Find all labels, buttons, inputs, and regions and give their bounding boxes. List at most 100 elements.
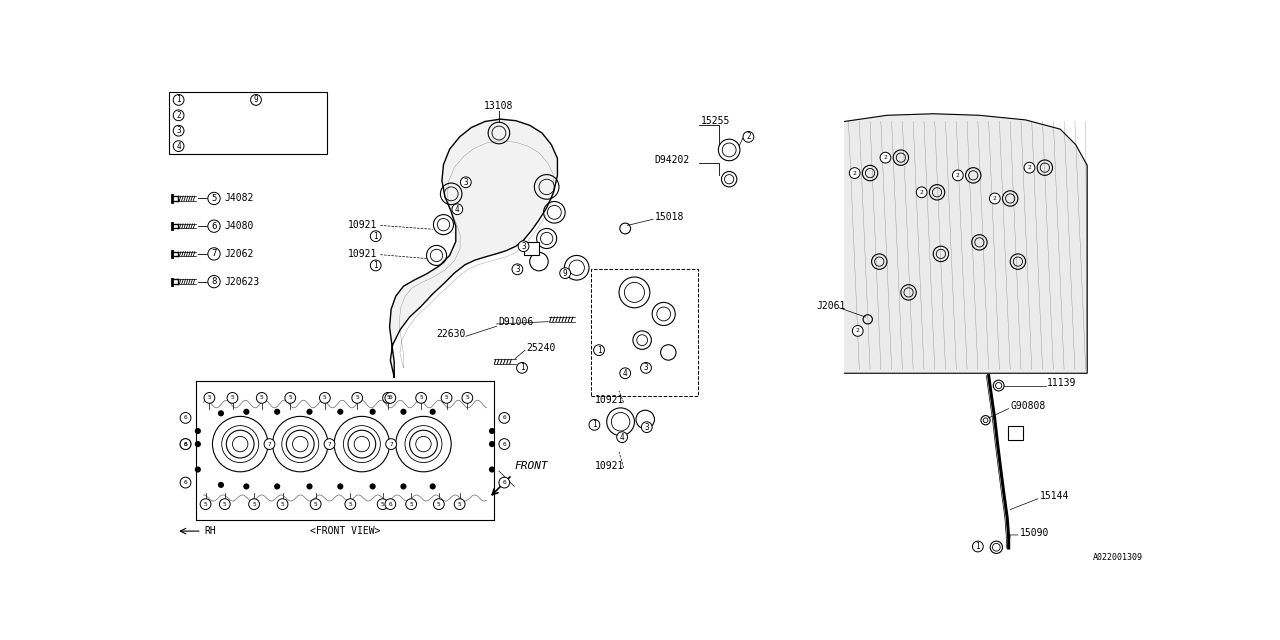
Text: 2: 2 [177, 111, 180, 120]
Circle shape [881, 152, 891, 163]
Circle shape [916, 187, 927, 198]
Text: 15255: 15255 [700, 116, 730, 127]
Circle shape [742, 131, 754, 142]
Text: 2: 2 [746, 132, 750, 141]
Text: 1: 1 [596, 346, 602, 355]
Circle shape [180, 438, 191, 449]
Circle shape [195, 467, 201, 472]
Text: 5: 5 [356, 396, 360, 401]
Text: 2: 2 [852, 170, 856, 175]
Text: 5: 5 [260, 396, 264, 401]
Text: 2: 2 [956, 173, 960, 178]
Text: 5: 5 [204, 502, 207, 507]
Text: 5: 5 [444, 396, 448, 401]
Circle shape [278, 499, 288, 509]
Circle shape [434, 499, 444, 509]
Text: 2: 2 [856, 328, 860, 333]
Bar [524, 241, 539, 255]
Circle shape [324, 438, 335, 449]
Circle shape [461, 177, 471, 188]
Text: 5: 5 [288, 396, 292, 401]
Polygon shape [389, 119, 558, 377]
Circle shape [200, 499, 211, 509]
Text: 15090: 15090 [1019, 527, 1048, 538]
Circle shape [454, 499, 465, 509]
Circle shape [852, 326, 863, 336]
Circle shape [173, 110, 184, 121]
Bar [590, 269, 699, 396]
Circle shape [207, 248, 220, 260]
Bar [169, 92, 328, 154]
Text: 6: 6 [503, 442, 506, 447]
Text: 3: 3 [515, 265, 520, 274]
Circle shape [180, 477, 191, 488]
Circle shape [248, 499, 260, 509]
Circle shape [352, 392, 362, 403]
Text: 1: 1 [593, 420, 596, 429]
Circle shape [401, 409, 407, 415]
Circle shape [195, 428, 201, 434]
Text: 15144: 15144 [1039, 492, 1069, 502]
Circle shape [489, 441, 495, 447]
Circle shape [401, 483, 407, 490]
Text: 3: 3 [463, 178, 468, 187]
Text: 7: 7 [328, 442, 332, 447]
Circle shape [180, 413, 191, 423]
Circle shape [489, 428, 495, 434]
Text: 6: 6 [388, 502, 392, 507]
Text: 11139: 11139 [1047, 378, 1076, 388]
Circle shape [385, 499, 396, 509]
Circle shape [640, 362, 652, 373]
Text: A022001309: A022001309 [1093, 553, 1143, 562]
Text: 4: 4 [620, 433, 625, 442]
Circle shape [207, 220, 220, 232]
Text: J4080: J4080 [224, 221, 253, 231]
Text: 5: 5 [280, 502, 284, 507]
Text: 1: 1 [520, 364, 525, 372]
Circle shape [430, 483, 435, 490]
Text: 5: 5 [348, 502, 352, 507]
Text: 15018: 15018 [654, 212, 684, 222]
Circle shape [594, 345, 604, 356]
Text: 6: 6 [183, 415, 187, 420]
Text: J4082: J4082 [224, 193, 253, 204]
Text: G94406: G94406 [188, 125, 224, 136]
Text: A: A [1012, 429, 1019, 439]
Text: 6: 6 [183, 442, 187, 447]
Text: D91006: D91006 [498, 317, 534, 326]
Text: 3: 3 [644, 422, 649, 431]
Circle shape [173, 95, 184, 106]
Circle shape [337, 409, 343, 415]
Circle shape [243, 409, 250, 415]
Circle shape [218, 410, 224, 417]
Circle shape [370, 260, 381, 271]
Text: 3: 3 [177, 126, 180, 135]
Text: 7: 7 [389, 442, 393, 447]
Circle shape [406, 499, 416, 509]
Circle shape [285, 392, 296, 403]
Text: FRONT: FRONT [515, 461, 548, 471]
Text: 5: 5 [458, 502, 462, 507]
Circle shape [219, 499, 230, 509]
Text: 9: 9 [563, 269, 567, 278]
Text: 6: 6 [503, 480, 506, 485]
Text: 4: 4 [623, 369, 627, 378]
Polygon shape [845, 114, 1087, 373]
Circle shape [517, 362, 527, 373]
Text: 2: 2 [1028, 165, 1032, 170]
Text: 5: 5 [223, 502, 227, 507]
Circle shape [559, 268, 571, 278]
Text: 16677: 16677 [188, 141, 218, 151]
Circle shape [310, 499, 321, 509]
Text: 5: 5 [211, 194, 216, 203]
Text: 9: 9 [253, 95, 259, 104]
Circle shape [442, 392, 452, 403]
Circle shape [173, 141, 184, 152]
Text: 6: 6 [211, 221, 216, 230]
Text: 8: 8 [183, 442, 187, 447]
Circle shape [512, 264, 522, 275]
Text: 1: 1 [975, 542, 980, 551]
Circle shape [462, 392, 472, 403]
Circle shape [344, 499, 356, 509]
Text: 10921: 10921 [348, 249, 378, 259]
